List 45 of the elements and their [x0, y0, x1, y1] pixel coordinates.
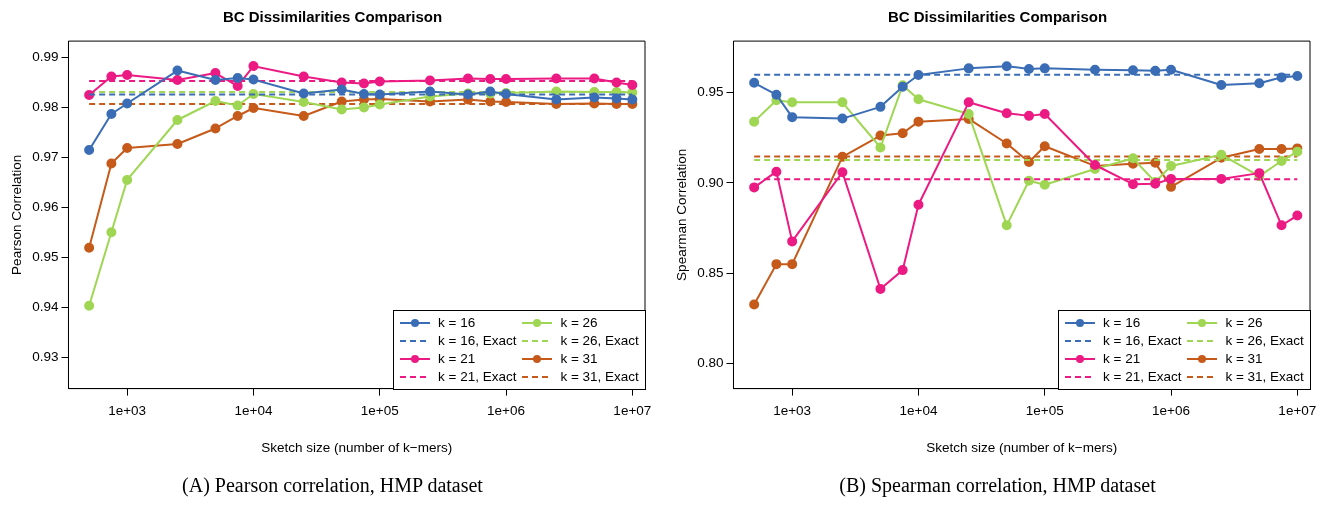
- y-tick-label: 0.93: [32, 348, 59, 364]
- legend-label: k = 16, Exact: [1103, 333, 1182, 349]
- y-tick-label: 0.96: [32, 199, 59, 215]
- y-axis-title: Pearson Correlation: [8, 154, 24, 275]
- legend-label: k = 31, Exact: [1225, 369, 1304, 385]
- y-tick-label: 0.80: [697, 355, 724, 371]
- x-tick-label: 1e+03: [108, 403, 147, 419]
- x-tick-label: 1e+07: [613, 403, 652, 419]
- y-tick-label: 0.95: [32, 249, 59, 265]
- legend-label: k = 26, Exact: [560, 333, 639, 349]
- x-tick-label: 1e+05: [360, 403, 399, 419]
- y-tick-label: 0.97: [32, 149, 59, 165]
- y-tick-label: 0.90: [697, 174, 724, 190]
- legend-label: k = 26, Exact: [1225, 333, 1304, 349]
- legend-label: k = 31, Exact: [560, 369, 639, 385]
- text: (A) Pearson correlation, HMP dataset: [181, 474, 484, 497]
- y-tick-label: 0.94: [32, 298, 59, 314]
- legend-label: k = 21: [1103, 351, 1141, 367]
- legend-label: k = 26: [1225, 315, 1263, 331]
- legend-label: k = 16: [1103, 315, 1141, 331]
- legend-label: k = 26: [560, 315, 598, 331]
- y-tick-label: 0.95: [697, 84, 724, 100]
- x-tick-label: 1e+03: [773, 403, 812, 419]
- x-tick-label: 1e+07: [1278, 403, 1317, 419]
- legend-label: k = 21, Exact: [438, 369, 517, 385]
- x-tick-label: 1e+06: [1152, 403, 1190, 419]
- x-axis-title: Sketch size (number of k−mers): [261, 439, 453, 455]
- y-tick-label: 0.99: [32, 49, 59, 65]
- legend-label: k = 31: [560, 351, 598, 367]
- chart-title: BC Dissimilarities Comparison: [221, 8, 444, 25]
- legend-label: k = 21: [438, 351, 476, 367]
- legend-label: k = 16, Exact: [438, 333, 517, 349]
- text: (B) Spearman correlation, HMP dataset: [838, 474, 1157, 497]
- x-tick-label: 1e+04: [899, 403, 938, 419]
- y-tick-label: 0.85: [697, 264, 724, 280]
- x-tick-label: 1e+05: [1025, 403, 1064, 419]
- legend-label: k = 31: [1225, 351, 1263, 367]
- x-axis-title: Sketch size (number of k−mers): [926, 439, 1118, 455]
- x-tick-label: 1e+06: [487, 403, 525, 419]
- y-tick-label: 0.98: [32, 99, 59, 115]
- legend-label: k = 21, Exact: [1103, 369, 1182, 385]
- y-axis-title: Spearman Correlation: [673, 148, 689, 281]
- chart-title: BC Dissimilarities Comparison: [886, 8, 1109, 25]
- x-tick-label: 1e+04: [234, 403, 273, 419]
- legend-label: k = 16: [438, 315, 476, 331]
